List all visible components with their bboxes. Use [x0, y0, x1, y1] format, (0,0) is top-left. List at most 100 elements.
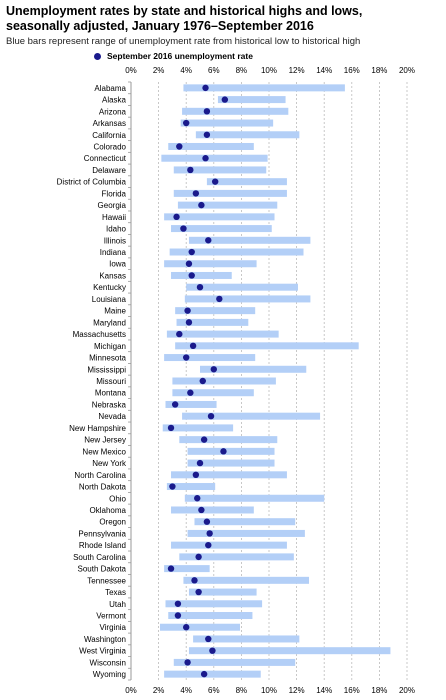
- state-label: Maine: [104, 307, 126, 316]
- state-label: Wyoming: [93, 670, 126, 679]
- range-bar: [161, 154, 268, 162]
- range-bar: [169, 248, 304, 256]
- current-rate-marker: [171, 401, 179, 408]
- current-rate-marker: [196, 283, 204, 291]
- x-tick-label-bottom: 14%: [316, 686, 332, 695]
- range-bar: [175, 342, 359, 350]
- state-label: Alabama: [94, 84, 126, 93]
- chart-subtitle: Blue bars represent range of unemploymen…: [6, 36, 361, 47]
- current-rate-marker: [188, 272, 195, 279]
- legend-marker: [94, 52, 101, 60]
- current-rate-marker: [205, 237, 212, 244]
- state-label: Kansas: [99, 271, 126, 280]
- state-label: Delaware: [92, 166, 126, 175]
- range-bar: [193, 635, 300, 643]
- state-label: Minnesota: [89, 354, 126, 363]
- state-label: Arizona: [99, 107, 127, 116]
- range-bar: [171, 225, 272, 233]
- current-rate-marker: [211, 178, 219, 185]
- range-bar: [188, 647, 391, 655]
- range-bar: [168, 612, 253, 620]
- range-bar: [168, 142, 254, 150]
- current-rate-marker: [207, 412, 215, 420]
- current-rate-marker: [188, 248, 195, 256]
- current-rate-marker: [203, 131, 211, 138]
- state-label: Massachusetts: [73, 330, 126, 339]
- state-label: South Carolina: [73, 553, 126, 562]
- x-tick-label-bottom: 2%: [153, 686, 165, 695]
- x-tick-label-bottom: 10%: [261, 686, 277, 695]
- state-label: Mississippi: [87, 365, 126, 374]
- range-bar: [188, 236, 311, 244]
- range-bar: [166, 483, 216, 491]
- x-tick-label-top: 0%: [125, 66, 137, 75]
- state-label: Hawaii: [102, 213, 126, 222]
- current-rate-marker: [185, 260, 193, 267]
- range-bar: [206, 178, 287, 186]
- current-rate-marker: [203, 518, 211, 525]
- range-bar: [200, 365, 307, 373]
- state-label: Utah: [109, 600, 126, 609]
- range-bar: [164, 213, 275, 221]
- x-tick-label-top: 10%: [261, 66, 277, 75]
- state-label: Louisiana: [92, 295, 127, 304]
- range-bar: [184, 494, 325, 502]
- current-rate-marker: [196, 459, 204, 467]
- state-label: Arkansas: [93, 119, 126, 128]
- range-bar: [183, 84, 345, 92]
- state-label: West Virginia: [79, 647, 126, 656]
- state-label: Texas: [105, 588, 126, 597]
- range-bar: [173, 658, 296, 666]
- current-rate-marker: [200, 670, 208, 678]
- current-rate-marker: [220, 448, 227, 455]
- state-label: Kentucky: [93, 283, 126, 292]
- range-bar: [176, 318, 249, 326]
- current-rate-marker: [191, 577, 198, 584]
- current-rate-marker: [167, 565, 175, 572]
- current-rate-marker: [195, 588, 202, 596]
- current-rate-marker: [209, 647, 216, 654]
- range-bar: [187, 529, 305, 537]
- current-rate-marker: [184, 659, 191, 666]
- x-tick-label-bottom: 16%: [344, 686, 360, 695]
- state-label: Idaho: [106, 225, 127, 234]
- current-rate-marker: [210, 366, 217, 373]
- current-rate-marker: [187, 166, 194, 174]
- current-rate-marker: [174, 600, 182, 607]
- x-tick-label-bottom: 18%: [371, 686, 387, 695]
- range-bar: [183, 576, 310, 584]
- state-label: New Jersey: [84, 436, 126, 445]
- current-rate-marker: [221, 96, 229, 103]
- state-label: New York: [92, 459, 127, 468]
- current-rate-marker: [206, 530, 213, 537]
- range-bar: [165, 400, 217, 408]
- current-rate-marker: [194, 495, 201, 502]
- state-label: South Dakota: [78, 565, 127, 574]
- range-bar: [177, 201, 278, 209]
- range-bar: [179, 436, 278, 444]
- range-bar: [171, 541, 287, 549]
- range-bar: [186, 283, 298, 291]
- state-label: Georgia: [98, 201, 127, 210]
- range-bar: [162, 424, 234, 432]
- range-bar: [173, 189, 287, 197]
- range-bar: [184, 295, 311, 303]
- range-bar: [159, 623, 241, 631]
- range-bar: [182, 107, 289, 115]
- current-rate-marker: [173, 213, 180, 221]
- range-bar: [172, 389, 254, 397]
- range-bar: [171, 271, 232, 279]
- current-rate-marker: [198, 506, 205, 514]
- state-label: Iowa: [109, 260, 126, 269]
- state-label: Alaska: [102, 96, 127, 105]
- current-rate-marker: [200, 436, 208, 443]
- state-label: Virginia: [99, 623, 126, 632]
- range-bar: [172, 377, 276, 385]
- current-rate-marker: [205, 635, 212, 643]
- current-rate-marker: [183, 624, 190, 631]
- legend: September 2016 unemployment rate: [94, 50, 253, 62]
- range-bar: [164, 354, 256, 362]
- current-rate-marker: [195, 553, 202, 561]
- x-tick-label-bottom: 0%: [125, 686, 137, 695]
- current-rate-marker: [184, 307, 191, 314]
